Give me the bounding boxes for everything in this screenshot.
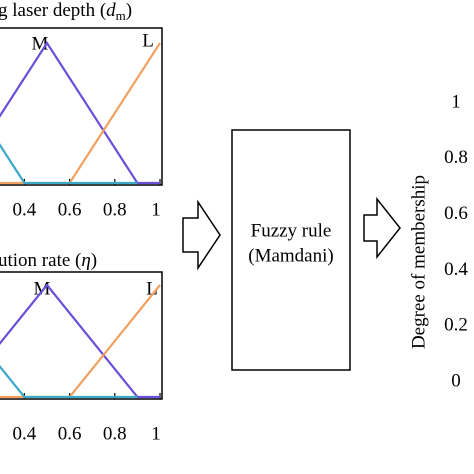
x-tick-label: 0.4 [13, 199, 37, 220]
x-tick-label: 0.4 [13, 423, 37, 444]
axis-label: Degree of membership [408, 175, 429, 349]
panel-title: ution rate (η) [0, 250, 97, 271]
arrow [363, 196, 401, 260]
y-tick-label: 0.2 [444, 315, 468, 336]
title-text: ) [126, 0, 132, 21]
rule-text: Fuzzy rule [251, 220, 332, 241]
x-tick-label: 1 [151, 199, 161, 220]
y-tick-label: 0.4 [444, 259, 468, 280]
x-tick-label: 0.8 [103, 199, 127, 220]
y-tick-label: 1 [451, 91, 461, 112]
title-symbol: η [81, 250, 90, 271]
curve-label: M [34, 278, 51, 299]
rule-box [231, 129, 351, 371]
arrow [182, 199, 221, 271]
membership-curve [0, 143, 138, 185]
y-tick-label: 0.8 [444, 147, 468, 168]
x-tick-label: 0.8 [103, 423, 127, 444]
frame [0, 271, 163, 400]
panel-title: g laser depth (dm) [0, 0, 132, 23]
membership-curve [0, 284, 161, 399]
title-subscript: m [116, 8, 126, 23]
title-text: g laser depth ( [0, 0, 106, 21]
y-tick-label: 0.6 [444, 203, 468, 224]
membership-curve [0, 365, 138, 399]
curve-label: L [146, 278, 158, 299]
membership-curve [0, 283, 160, 399]
title-text: ution rate ( [0, 250, 81, 271]
x-tick-label: 1 [151, 423, 161, 444]
rule-text: (Mamdani) [248, 245, 333, 266]
x-tick-label: 0.6 [58, 423, 82, 444]
title-symbol: d [106, 0, 116, 21]
curve-label: L [142, 30, 154, 51]
membership-curve [0, 42, 161, 185]
title-text: ) [91, 250, 97, 271]
membership-curve [0, 40, 160, 185]
y-tick-label: 0 [451, 370, 461, 391]
x-tick-label: 0.6 [58, 199, 82, 220]
frame [0, 27, 163, 186]
